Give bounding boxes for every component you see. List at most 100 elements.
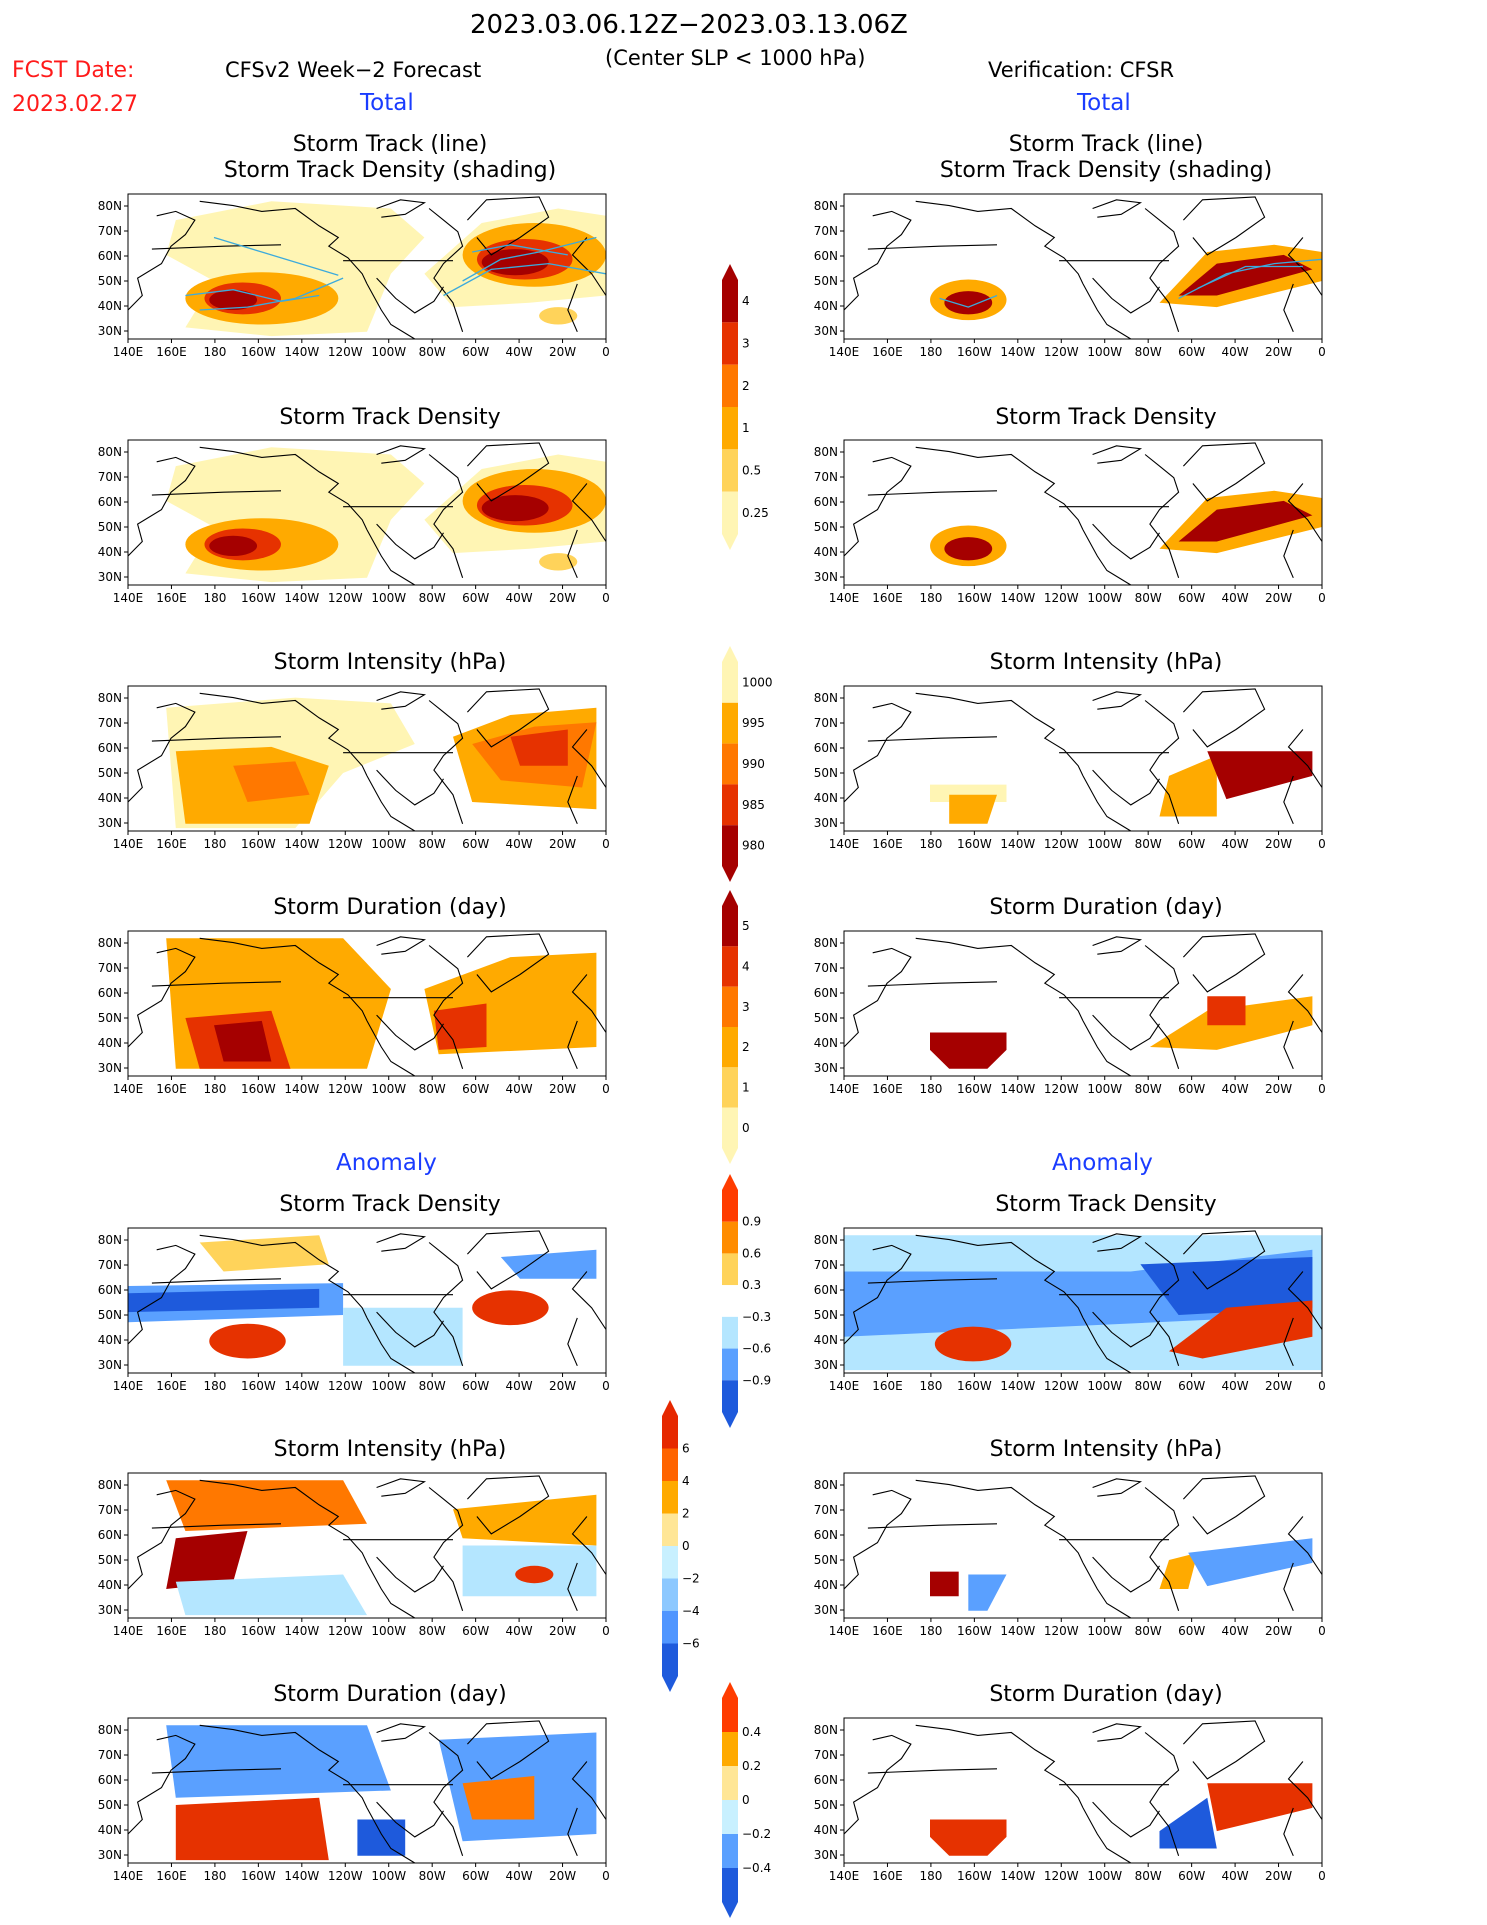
lon-tick-label: 160E	[156, 345, 187, 359]
right-panel2-title: Storm Track Density	[995, 405, 1217, 430]
lon-tick-label: 160W	[957, 591, 992, 605]
lat-tick-label: 60N	[814, 986, 838, 1000]
lat-tick-label: 40N	[814, 1333, 838, 1347]
colorbar-label: 1000	[742, 675, 773, 689]
coastline	[376, 1311, 444, 1348]
lon-tick-label: 40W	[1222, 1379, 1249, 1393]
lon-tick-label: 160E	[872, 1624, 903, 1638]
lon-tick-label: 160W	[241, 1624, 276, 1638]
lon-tick-label: 180	[919, 837, 942, 851]
lon-tick-label: 20W	[1265, 1869, 1292, 1883]
colorbar-label: −0.4	[742, 1861, 771, 1875]
intensity-total-colorbar: 1000 995 990 985 980	[722, 646, 773, 882]
lon-tick-label: 0	[1318, 1624, 1326, 1638]
lon-tick-label: 80W	[419, 1379, 446, 1393]
lon-tick-label: 60W	[1178, 1869, 1205, 1883]
colorbar-swatch	[722, 1221, 738, 1254]
coastline	[567, 1020, 578, 1070]
colorbar-arrow-bottom	[722, 866, 738, 882]
colorbar-label: 5	[742, 919, 750, 933]
coastline	[1092, 936, 1143, 955]
colorbar-swatch	[722, 743, 738, 785]
coastline	[366, 283, 416, 340]
shading-cell	[209, 1323, 286, 1359]
lon-tick-label: 140W	[1000, 345, 1035, 359]
lat-tick-label: 40N	[814, 1578, 838, 1592]
lon-tick-label: 120W	[1044, 591, 1079, 605]
lon-tick-label: 140E	[113, 1082, 144, 1096]
colorbar-swatch	[722, 1698, 738, 1732]
coastline	[571, 729, 607, 788]
colorbar-swatch	[722, 906, 738, 947]
lat-tick-label: 50N	[98, 766, 122, 780]
map-background	[844, 931, 1322, 1076]
colorbar-label: 0.9	[742, 1215, 761, 1229]
lat-tick-label: 80N	[814, 199, 838, 213]
lon-tick-label: 100W	[371, 345, 406, 359]
colorbar-label: 0	[742, 1793, 750, 1807]
coastline-layer	[127, 933, 607, 1077]
lat-tick-label: 40N	[814, 1823, 838, 1837]
lon-tick-label: 80W	[419, 1082, 446, 1096]
coastline	[1287, 1761, 1323, 1820]
coastline	[199, 1234, 368, 1319]
colorbar-swatch	[722, 1800, 738, 1834]
lat-tick-label: 80N	[814, 936, 838, 950]
lon-tick-label: 100W	[371, 1869, 406, 1883]
shading-cell	[1188, 1538, 1313, 1587]
lon-tick-label: 120W	[328, 1624, 363, 1638]
coastline	[915, 446, 1084, 531]
coastline	[571, 974, 607, 1033]
map-frame	[127, 1472, 607, 1619]
coastline	[1283, 1020, 1294, 1070]
criterion-subtitle: (Center SLP < 1000 hPa)	[605, 46, 866, 70]
lat-tick-label: 80N	[98, 199, 122, 213]
lon-tick-label: 60W	[462, 591, 489, 605]
lat-tick-label: 70N	[814, 1258, 838, 1272]
colorbar-swatch	[722, 1253, 738, 1286]
coastline	[571, 1516, 607, 1575]
coastline-layer	[843, 933, 1323, 1077]
coastline	[1283, 1562, 1294, 1612]
coastline	[915, 692, 1084, 777]
shading-layer	[166, 1725, 597, 1861]
lat-tick-label: 50N	[98, 1798, 122, 1812]
shading-cell	[539, 307, 578, 325]
lon-tick-label: 60W	[462, 1379, 489, 1393]
lon-tick-label: 180	[919, 1869, 942, 1883]
coastline-layer	[127, 1475, 607, 1619]
coastline	[127, 456, 196, 557]
shading-cell	[166, 1725, 391, 1798]
coastline	[571, 1271, 607, 1330]
map-frame	[843, 685, 1323, 832]
right-track-density-map: 140E 160E 180 160W 140W 120W 100W 80W 60W 40W 20W 0…	[814, 193, 1326, 359]
lon-tick-label: 100W	[1087, 1082, 1122, 1096]
lon-tick-label: 20W	[549, 1379, 576, 1393]
lon-tick-label: 100W	[371, 1082, 406, 1096]
colorbar-swatches	[722, 280, 738, 534]
map-frame	[843, 439, 1323, 586]
coastline	[843, 702, 912, 803]
coastline	[376, 1723, 427, 1742]
coastline	[1283, 529, 1294, 579]
colorbar-swatch	[722, 364, 738, 407]
right-density-map: 140E 160E 180 160W 140W 120W 100W 80W 60W 40W 20W 0…	[814, 439, 1326, 605]
map-frame	[843, 1227, 1323, 1374]
left-panel2-title: Storm Track Density	[279, 405, 501, 430]
colorbar-arrow-bottom	[662, 1676, 678, 1692]
colorbar-label: −0.6	[742, 1342, 771, 1356]
lon-tick-label: 20W	[549, 345, 576, 359]
verification-label: Verification: CFSR	[988, 58, 1175, 82]
coastline	[366, 775, 416, 832]
lon-tick-label: 100W	[371, 591, 406, 605]
lat-tick-label: 30N	[814, 1848, 838, 1862]
lat-tick-label: 80N	[98, 1233, 122, 1247]
colorbar-swatches	[722, 906, 738, 1148]
coastline	[376, 199, 427, 218]
coastline	[843, 1734, 912, 1835]
map-frame	[127, 439, 607, 586]
lon-tick-label: 20W	[549, 837, 576, 851]
shading-cell	[930, 1819, 1007, 1856]
lon-tick-label: 120W	[328, 1082, 363, 1096]
coastline	[466, 442, 550, 502]
